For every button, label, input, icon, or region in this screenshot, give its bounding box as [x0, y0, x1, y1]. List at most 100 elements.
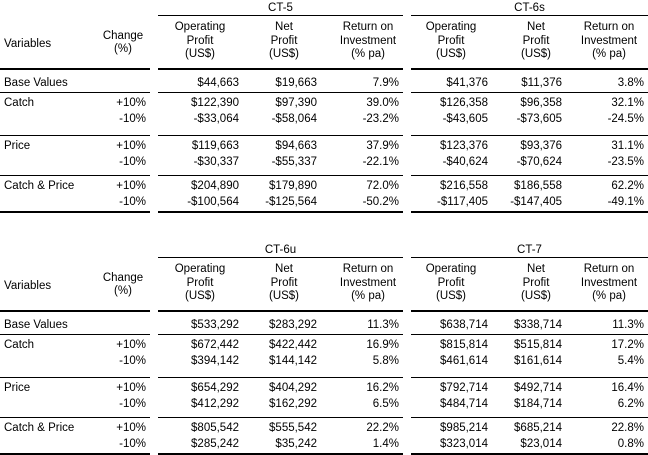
cell-value: 1.4% [372, 438, 399, 450]
cell-value: -$147,405 [510, 196, 562, 208]
cell-value: $792,714 [440, 382, 488, 394]
row-label: Price [4, 140, 31, 152]
section-rule [0, 334, 150, 335]
cell-value: $161,614 [514, 355, 562, 367]
column-header: Profit [522, 276, 550, 289]
cell-value: $122,390 [191, 97, 239, 109]
change-value: +10% [116, 180, 146, 192]
cell-value: $186,558 [514, 180, 562, 192]
cell-value: $394,142 [191, 355, 239, 367]
change-value: +10% [116, 140, 146, 152]
cell-value: $93,376 [520, 140, 562, 152]
cell-value: -$58,064 [271, 113, 317, 125]
group-title-rule [411, 257, 648, 258]
section-rule [411, 175, 648, 176]
section-rule [411, 334, 648, 335]
column-header: Return on [342, 263, 394, 275]
change-header-unit: (%) [114, 43, 132, 55]
cell-value: -$55,337 [271, 156, 317, 168]
change-value: +10% [116, 422, 146, 434]
cell-value: $555,542 [269, 422, 317, 434]
change-value: -10% [119, 438, 146, 450]
section-rule [158, 417, 403, 418]
section-rule [0, 417, 150, 418]
section-rule [0, 211, 150, 213]
cell-value: -22.1% [362, 156, 399, 168]
column-header: (US$) [435, 48, 467, 60]
cell-value: $533,292 [191, 319, 239, 331]
cell-value: 16.4% [611, 382, 644, 394]
column-header: Operating [425, 263, 477, 275]
cell-value: -$30,337 [193, 156, 239, 168]
cell-value: -$43,605 [442, 113, 488, 125]
cell-value: $126,358 [440, 97, 488, 109]
cell-value: 39.0% [366, 97, 399, 109]
column-header: (US$) [184, 48, 216, 60]
cell-value: 32.1% [611, 97, 644, 109]
column-header: (% pa) [351, 290, 385, 302]
column-header: Net [275, 263, 293, 275]
column-header: Profit [522, 34, 550, 47]
cell-value: $179,890 [269, 180, 317, 192]
column-header: Investment [339, 34, 397, 47]
group-title: CT-6u [264, 244, 297, 256]
cell-value: $515,814 [514, 339, 562, 351]
column-header: (% pa) [592, 48, 626, 60]
cell-value: 22.2% [366, 422, 399, 434]
cell-value: -23.2% [362, 113, 399, 125]
change-value: -10% [119, 355, 146, 367]
cell-value: -$70,624 [516, 156, 562, 168]
cell-value: -$40,624 [442, 156, 488, 168]
group-title: CT-6s [514, 2, 545, 14]
change-header: Change [102, 30, 144, 42]
cell-value: 7.9% [372, 77, 399, 89]
cell-value: $35,242 [275, 438, 317, 450]
cell-value: $985,214 [440, 422, 488, 434]
cell-value: $97,390 [275, 97, 317, 109]
column-header: Return on [583, 21, 635, 33]
section-rule [158, 334, 403, 335]
cell-value: $654,292 [191, 382, 239, 394]
column-header: (US$) [268, 48, 300, 60]
group-title: CT-5 [268, 2, 293, 14]
cell-value: $484,714 [440, 398, 488, 410]
column-header: (% pa) [351, 48, 385, 60]
column-header: Profit [437, 276, 465, 289]
cell-value: $11,376 [521, 77, 562, 89]
header-rule [0, 68, 150, 70]
section-rule [0, 377, 150, 378]
cell-value: -24.5% [607, 113, 644, 125]
section-rule [158, 92, 403, 93]
cell-value: 17.2% [611, 339, 644, 351]
change-value: +10% [116, 339, 146, 351]
column-header: (US$) [520, 48, 552, 60]
header-rule [158, 310, 403, 312]
group-title-rule [158, 15, 403, 16]
header-rule [411, 310, 648, 312]
cell-value: $461,614 [440, 355, 488, 367]
cell-value: $412,292 [191, 398, 239, 410]
column-header: Operating [174, 21, 226, 33]
row-label: Price [4, 382, 31, 394]
change-value: +10% [116, 97, 146, 109]
cell-value: -$117,405 [437, 196, 488, 208]
cell-value: $338,714 [514, 319, 562, 331]
column-header: (US$) [435, 290, 467, 302]
section-rule [411, 377, 648, 378]
cell-value: 16.2% [366, 382, 399, 394]
group-title-rule [158, 257, 403, 258]
change-value: -10% [119, 113, 146, 125]
row-label: Base Values [4, 319, 68, 331]
column-header: Investment [580, 276, 638, 289]
row-label: Catch & Price [4, 422, 75, 434]
cell-value: 11.3% [612, 319, 644, 331]
cell-value: $685,214 [514, 422, 562, 434]
cell-value: $119,663 [191, 140, 239, 152]
column-header: Profit [186, 34, 214, 47]
cell-value: $19,663 [275, 77, 317, 89]
change-header: Change [102, 272, 144, 284]
cell-value: $162,292 [269, 398, 317, 410]
cell-value: 6.5% [372, 398, 399, 410]
group-title: CT-7 [517, 244, 542, 256]
